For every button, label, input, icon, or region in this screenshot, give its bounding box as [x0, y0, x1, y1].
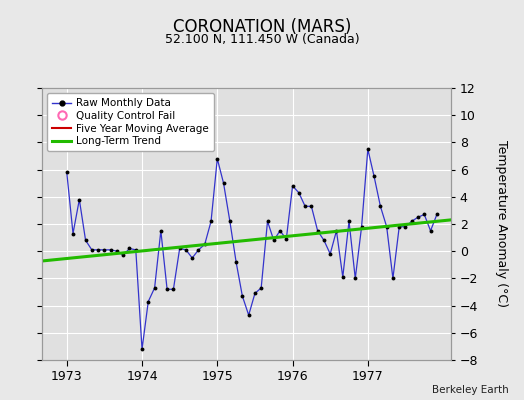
- Raw Monthly Data: [365, 147, 371, 152]
- Raw Monthly Data: [63, 170, 70, 175]
- Raw Monthly Data: [164, 287, 170, 292]
- Y-axis label: Temperature Anomaly (°C): Temperature Anomaly (°C): [495, 140, 508, 308]
- Line: Raw Monthly Data: Raw Monthly Data: [67, 149, 437, 349]
- Legend: Raw Monthly Data, Quality Control Fail, Five Year Moving Average, Long-Term Tren: Raw Monthly Data, Quality Control Fail, …: [47, 93, 214, 152]
- Raw Monthly Data: [139, 347, 145, 352]
- Raw Monthly Data: [434, 212, 440, 217]
- Text: Berkeley Earth: Berkeley Earth: [432, 385, 508, 395]
- Text: CORONATION (MARS): CORONATION (MARS): [173, 18, 351, 36]
- Text: 52.100 N, 111.450 W (Canada): 52.100 N, 111.450 W (Canada): [165, 33, 359, 46]
- Raw Monthly Data: [189, 256, 195, 260]
- Raw Monthly Data: [195, 248, 202, 252]
- Raw Monthly Data: [302, 204, 308, 209]
- Raw Monthly Data: [126, 246, 133, 251]
- Raw Monthly Data: [177, 246, 183, 251]
